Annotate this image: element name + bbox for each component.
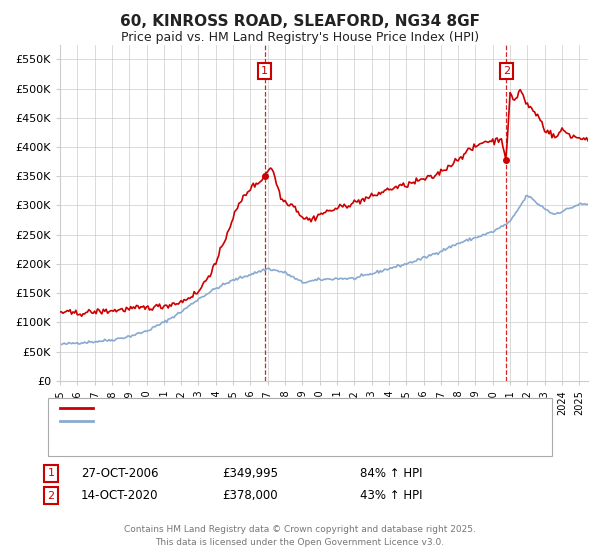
Text: Contains HM Land Registry data © Crown copyright and database right 2025.: Contains HM Land Registry data © Crown c… bbox=[124, 525, 476, 534]
Text: This data is licensed under the Open Government Licence v3.0.: This data is licensed under the Open Gov… bbox=[155, 538, 445, 547]
Text: 43% ↑ HPI: 43% ↑ HPI bbox=[360, 489, 422, 502]
Text: 14-OCT-2020: 14-OCT-2020 bbox=[81, 489, 158, 502]
Text: £349,995: £349,995 bbox=[222, 466, 278, 480]
Text: 60, KINROSS ROAD, SLEAFORD, NG34 8GF (detached house): 60, KINROSS ROAD, SLEAFORD, NG34 8GF (de… bbox=[96, 403, 434, 413]
Text: 84% ↑ HPI: 84% ↑ HPI bbox=[360, 466, 422, 480]
Text: HPI: Average price, detached house, North Kesteven: HPI: Average price, detached house, Nort… bbox=[96, 416, 388, 426]
Text: £378,000: £378,000 bbox=[222, 489, 278, 502]
Text: 2: 2 bbox=[47, 491, 55, 501]
Text: 27-OCT-2006: 27-OCT-2006 bbox=[81, 466, 158, 480]
Text: 1: 1 bbox=[261, 66, 268, 76]
Text: 1: 1 bbox=[47, 468, 55, 478]
Text: 60, KINROSS ROAD, SLEAFORD, NG34 8GF: 60, KINROSS ROAD, SLEAFORD, NG34 8GF bbox=[120, 14, 480, 29]
Text: 2: 2 bbox=[503, 66, 510, 76]
Text: Price paid vs. HM Land Registry's House Price Index (HPI): Price paid vs. HM Land Registry's House … bbox=[121, 31, 479, 44]
